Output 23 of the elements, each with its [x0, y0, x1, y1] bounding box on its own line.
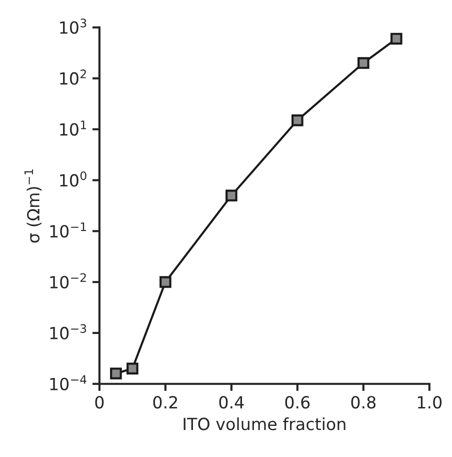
y-tick-label: 10$^{0}$	[60, 171, 86, 187]
point	[292, 114, 304, 126]
x-tick-label: 0.6	[285, 396, 310, 409]
x-tick-label: 1.0	[418, 396, 442, 409]
point	[160, 276, 172, 288]
y-tick-label: 10$^{−1}$	[50, 222, 86, 238]
x-tick-label: 0.8	[351, 396, 376, 409]
point	[110, 368, 122, 380]
x-tick-label: 0	[95, 396, 104, 409]
x-axis-title: ITO volume fraction	[184, 417, 346, 430]
y-tick-label: 10$^{−4}$	[50, 375, 86, 390]
x-tick-label: 0.4	[219, 396, 244, 409]
x-tick-label: 0.2	[153, 396, 178, 409]
point	[226, 190, 238, 202]
y-tick-label: 10$^{−3}$	[50, 324, 86, 340]
y-axis-title: σ (Ωm)$^{−1}$	[24, 169, 42, 243]
y-tick-label: 10$^{3}$	[60, 18, 86, 34]
y-tick-label: 10$^{−2}$	[50, 273, 86, 288]
y-tick-label: 10$^{1}$	[60, 120, 86, 136]
point	[126, 362, 138, 374]
y-tick-label: 10$^{2}$	[60, 70, 86, 85]
point	[390, 32, 402, 45]
point	[358, 57, 370, 69]
